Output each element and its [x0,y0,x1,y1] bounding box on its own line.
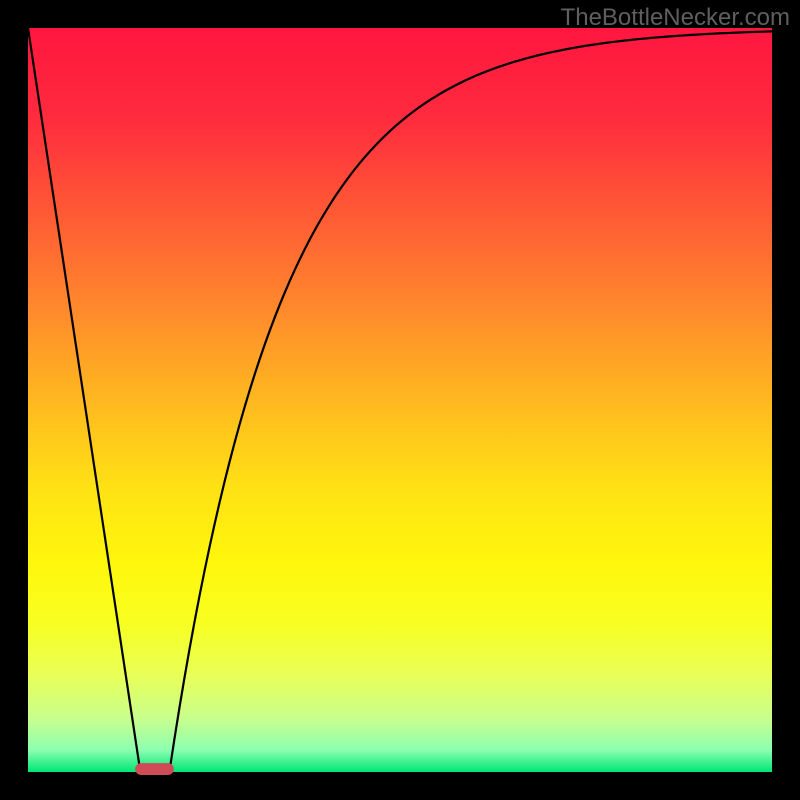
plot-background [28,28,772,772]
watermark-text: TheBottleNecker.com [561,4,790,32]
chart-frame: TheBottleNecker.com [0,0,800,800]
chart-svg [0,0,800,800]
bottleneck-marker [135,763,174,775]
